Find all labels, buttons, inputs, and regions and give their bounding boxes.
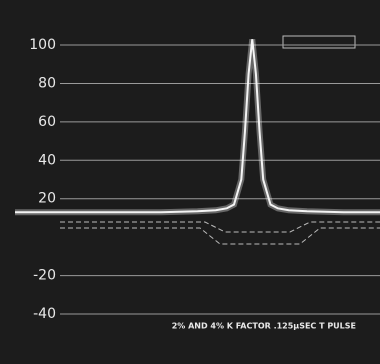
y-tick-label: 20 (38, 191, 56, 207)
y-tick-label: 100 (29, 37, 56, 53)
chart: 2% AND 4% K FACTOR .125µSEC T PULSE 100 8… (0, 0, 380, 364)
y-tick-label: 60 (38, 114, 56, 130)
y-tick-label: -40 (33, 306, 56, 322)
screen (0, 0, 380, 364)
y-tick-label: 40 (38, 152, 56, 168)
y-tick-label: 80 (38, 75, 56, 91)
annotation: 2% AND 4% K FACTOR .125µSEC T PULSE (172, 322, 356, 331)
y-tick-label: -20 (33, 268, 56, 284)
